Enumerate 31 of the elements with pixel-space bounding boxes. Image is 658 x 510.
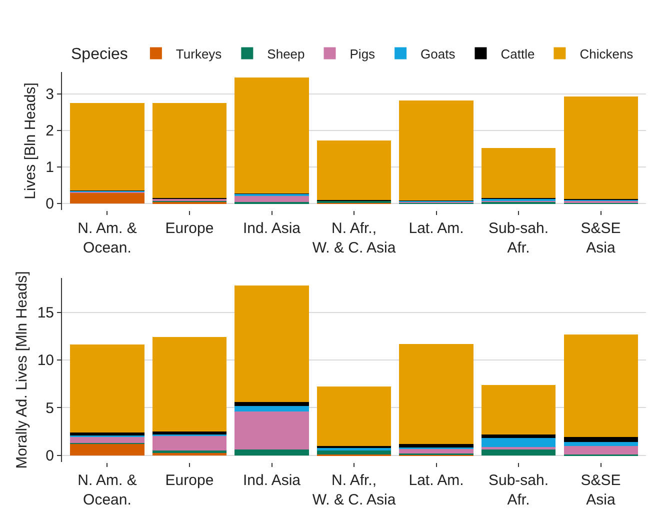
x-tick-label: N. Am. & Ocean. [78, 472, 137, 508]
x-tick-label: Ind. Asia [242, 220, 302, 237]
legend-label: Chickens [580, 46, 634, 62]
y-tick-label: 0 [46, 448, 54, 465]
x-tick-label: Sub-sah. Afr. [488, 472, 549, 508]
y-tick-label: 10 [37, 352, 54, 370]
x-tick-label: Europe [165, 472, 214, 489]
x-tick-label: S&SE Asia [580, 220, 621, 256]
legend-title: Species [71, 46, 128, 64]
y-tick-label: 15 [37, 304, 54, 322]
x-tick-label: N. Afr., W. & C. Asia [312, 472, 396, 508]
y-tick-label: 1 [46, 159, 54, 176]
y-tick-label: 2 [46, 122, 54, 140]
x-tick-label: Lat. Am. [408, 472, 464, 489]
y-axis-title: Lives [Bln Heads] [22, 82, 39, 200]
y-axis-title: Morally Ad. Lives [Mln Heads] [14, 271, 31, 469]
x-tick-label: N. Afr., W. & C. Asia [312, 220, 396, 256]
x-tick-label: Sub-sah. Afr. [488, 220, 549, 256]
y-tick-label: 5 [46, 400, 54, 417]
x-tick-label: Europe [165, 220, 214, 237]
x-tick-label: S&SE Asia [580, 472, 621, 508]
x-tick-label: Lat. Am. [408, 220, 464, 237]
legend-label: Cattle [500, 46, 535, 62]
legend-label: Pigs [350, 46, 376, 62]
x-tick-label: N. Am. & Ocean. [78, 220, 137, 256]
legend-label: Turkeys [176, 46, 222, 62]
legend-label: Sheep [267, 46, 305, 62]
legend-label: Goats [420, 46, 456, 62]
y-tick-label: 3 [46, 86, 54, 104]
x-tick-label: Ind. Asia [242, 472, 302, 489]
y-tick-label: 0 [46, 196, 54, 213]
